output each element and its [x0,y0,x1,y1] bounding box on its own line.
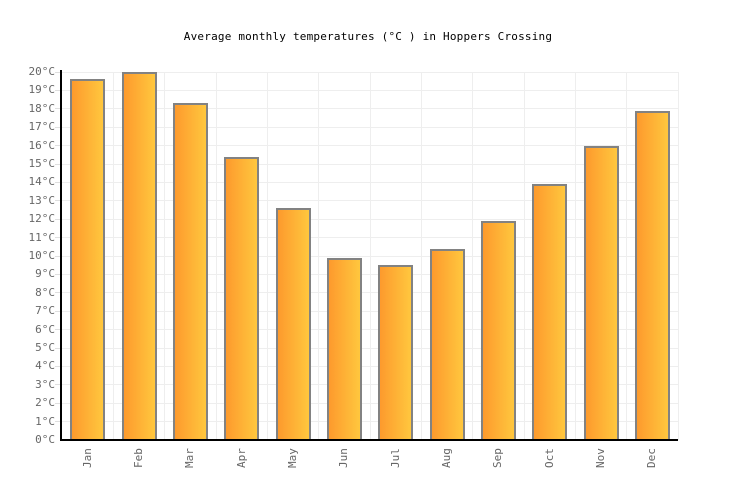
v-gridline [626,72,628,440]
chart-title: Average monthly temperatures (°C ) in Ho… [183,30,553,43]
y-tick-label: 7°C [35,304,55,318]
y-tick-mark [55,292,60,294]
y-tick-mark [55,237,60,239]
bar-may [275,208,311,440]
y-tick-label: 17°C [28,120,56,134]
v-gridline [574,72,576,440]
v-gridline [472,72,474,440]
y-tick-label: 8°C [35,285,55,299]
v-gridline [164,72,166,440]
y-tick-mark [55,89,60,91]
y-tick-mark [55,200,60,202]
v-gridline [369,72,371,440]
x-tick-label-mar: Mar [183,448,197,468]
v-gridline [523,72,525,440]
y-tick-mark [55,347,60,349]
y-tick-label: 0°C [35,433,55,446]
y-tick-label: 3°C [35,377,55,391]
v-gridline [266,72,268,440]
y-tick-mark [55,255,60,257]
bar-dec [634,111,670,440]
y-tick-label: 15°C [28,157,56,170]
x-tick-label-jan: Jan [80,448,94,468]
x-axis-line [60,439,678,441]
plot-area [62,71,679,440]
y-tick-mark [55,218,60,220]
x-tick-label-nov: Nov [594,448,607,468]
y-tick-label: 9°C [35,267,55,281]
v-gridline [318,72,320,440]
y-tick-mark [55,108,60,110]
x-tick-label-sep: Sep [491,448,505,468]
bar-oct [532,184,568,440]
y-tick-mark [55,273,60,275]
y-tick-label: 10°C [28,249,56,262]
y-tick-label: 13°C [28,193,56,207]
y-tick-mark [55,145,60,147]
y-tick-label: 19°C [28,83,56,97]
y-tick-label: 11°C [28,230,56,244]
y-tick-label: 4°C [35,359,55,373]
bar-jun [326,258,362,440]
y-tick-mark [55,126,60,128]
y-tick-label: 2°C [35,396,55,410]
bar-apr [224,157,260,440]
y-tick-mark [55,310,60,312]
y-tick-label: 6°C [35,322,55,336]
x-tick-label-feb: Feb [132,448,145,468]
x-tick-label-may: May [286,448,299,468]
v-gridline [420,72,422,440]
bar-aug [429,249,465,440]
bar-jan [70,79,106,440]
y-tick-mark [55,71,60,73]
y-tick-mark [55,329,60,331]
y-tick-label: 1°C [35,414,55,428]
y-tick-label: 16°C [28,138,56,152]
v-gridline [677,72,679,440]
bar-feb [121,72,157,440]
bar-mar [172,103,208,440]
y-axis-line [60,70,62,441]
y-tick-mark [55,365,60,367]
x-tick-label-dec: Dec [645,448,659,468]
y-tick-mark [55,421,60,423]
y-tick-label: 5°C [35,341,55,354]
v-gridline [112,72,114,440]
bar-sep [480,221,516,440]
x-tick-label-apr: Apr [234,448,248,468]
y-tick-label: 20°C [28,65,56,78]
bar-jul [378,265,414,440]
x-tick-label-jun: Jun [337,448,351,468]
x-tick-label-aug: Aug [440,448,453,468]
y-tick-mark [55,163,60,165]
y-tick-mark [55,181,60,183]
x-tick-label-oct: Oct [542,448,556,468]
v-gridline [215,72,217,440]
bar-nov [583,146,619,440]
y-tick-mark [55,384,60,386]
y-tick-label: 18°C [28,101,56,115]
y-tick-label: 14°C [28,175,56,189]
x-tick-label-jul: Jul [388,448,402,468]
y-tick-mark [55,402,60,404]
y-tick-label: 12°C [28,212,56,226]
